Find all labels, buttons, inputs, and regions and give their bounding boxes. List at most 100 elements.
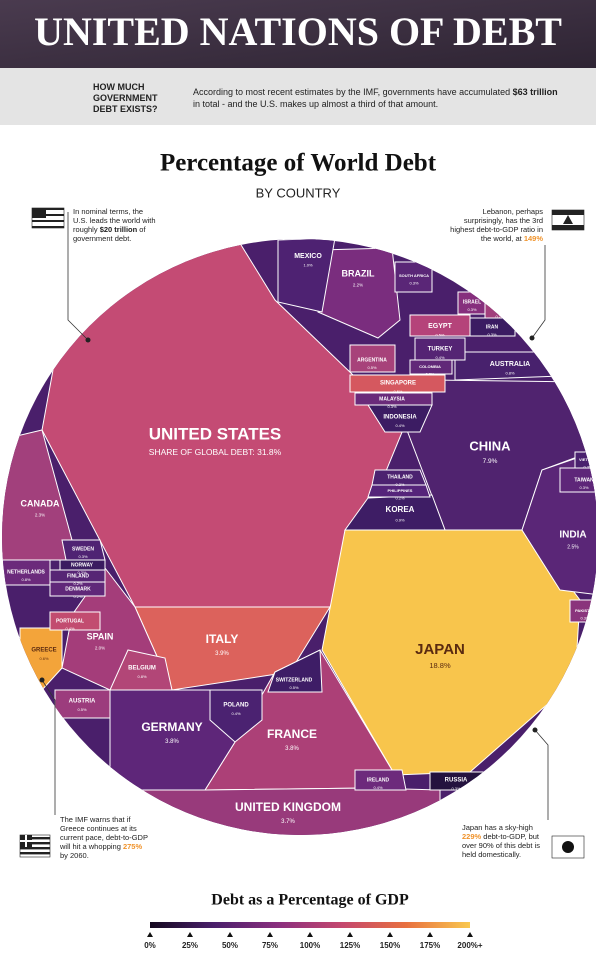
country-label: NORWAY [71, 562, 94, 568]
intro-highlight: $63 trillion [512, 87, 558, 97]
value-label: 0.4% [65, 626, 75, 631]
country-label: ARGENTINA [357, 357, 387, 363]
value-label: 0.5% [393, 389, 403, 394]
value-label: 0.5% [77, 707, 87, 712]
colorbar-tick-label: 100% [300, 941, 320, 950]
country-cell [49, 581, 106, 597]
colorbar-tick-label: 150% [380, 941, 400, 950]
value-label: 3.8% [165, 739, 179, 745]
country-label: THAILAND [387, 474, 413, 480]
country-cell [109, 649, 173, 691]
value-label: SHARE OF GLOBAL DEBT: 31.8% [149, 447, 282, 457]
country-label: CHINA [469, 438, 511, 453]
annotation: In nominal terms, the U.S. leads the wor… [73, 207, 158, 243]
value-label: 0.4% [435, 355, 445, 360]
country-label: IRAN [486, 324, 499, 330]
annotation-highlight: 149% [523, 234, 543, 243]
country-label: TAIWAN [574, 477, 594, 483]
colorbar-tick [227, 932, 233, 937]
value-label: 1.0% [303, 263, 313, 268]
value-label: 2.5% [567, 544, 579, 550]
value-label: 0.3% [387, 404, 397, 409]
country-label: SWITZERLAND [276, 677, 313, 683]
country-label: BRAZIL [342, 268, 375, 278]
value-label: 0.9% [395, 517, 405, 522]
value-label: 7.9% [483, 458, 498, 465]
colorbar-tick-label: 50% [222, 941, 238, 950]
value-label: 0.2% [73, 581, 83, 586]
value-label: 0.3% [580, 615, 590, 620]
value-label: 2.0% [95, 645, 105, 650]
country-label: PHILIPPINES [388, 488, 413, 493]
country-label: SOUTH AFRICA [399, 273, 429, 278]
colorbar-tick [267, 932, 273, 937]
country-label: AUSTRALIA [490, 361, 530, 368]
country-label: ISRAEL [463, 299, 481, 305]
country-label: GREECE [31, 648, 56, 654]
country-cell [354, 392, 433, 406]
annotation-highlight: 275% [122, 842, 143, 851]
value-label: 0.3% [467, 307, 477, 312]
leader-dot [532, 727, 538, 733]
value-label: 2.3% [35, 512, 45, 517]
intro-text-part: According to most recent estimates by th… [193, 87, 513, 97]
colorbar [150, 922, 470, 928]
value-label: 0.2% [73, 594, 83, 599]
value-label: 0.3% [395, 482, 405, 487]
value-label: 18.8% [429, 661, 451, 670]
country-cell [349, 344, 396, 373]
country-cell [354, 769, 407, 791]
annotation-highlight: 229% [462, 832, 482, 841]
value-label: 0.3% [409, 280, 419, 285]
colorbar-tick-label: 0% [144, 941, 156, 950]
value-label: 0.5% [435, 333, 445, 338]
country-label: SWEDEN [72, 546, 94, 552]
value-label: 0.2% [425, 371, 435, 376]
chart-subtitle: BY COUNTRY [256, 185, 341, 200]
colorbar-tick [387, 932, 393, 937]
leader [531, 245, 546, 339]
colorbar-tick-label: 200%+ [457, 941, 482, 950]
country-label: MEXICO [294, 253, 322, 260]
colorbar-tick-label: 175% [420, 941, 440, 950]
leader-dot [85, 337, 91, 343]
country-label: RUSSIA [445, 778, 468, 784]
country-cell [209, 689, 263, 743]
value-label: 0.3% [451, 786, 461, 791]
country-label: VIETNAM [579, 457, 596, 462]
country-label: UNITED KINGDOM [235, 800, 341, 814]
country-label: PAKISTAN [575, 608, 595, 613]
annotation-text: debt-to-GDP, but over 90% of this debt i… [462, 832, 540, 859]
country-label: DENMARK [65, 586, 91, 592]
intro-question: HOW MUCH GOVERNMENT DEBT EXISTS? [93, 82, 158, 114]
annotation-text: Japan has a sky-high [462, 823, 533, 832]
colorbar-tick [307, 932, 313, 937]
annotation: The IMF warns that if Greece continues a… [60, 815, 150, 860]
value-label: 0.8% [137, 674, 147, 679]
country-label: TURKEY [428, 347, 453, 353]
value-label: 3.7% [281, 819, 295, 825]
value-label: 0.4% [231, 711, 241, 716]
chart-title: Percentage of World Debt [160, 150, 437, 177]
leader-dot [39, 677, 45, 683]
country-label: INDIA [559, 530, 586, 541]
colorbar-tick [347, 932, 353, 937]
annotation-text: In nominal terms, the U.S. leads the wor… [73, 207, 156, 234]
value-label: 0.2% [583, 464, 593, 469]
country-cell [349, 374, 446, 393]
annotation: Japan has a sky-high 229% debt-to-GDP, b… [462, 823, 544, 859]
country-label: IRELAND [367, 777, 390, 783]
country-cell [367, 484, 431, 498]
flag-lebanon [551, 209, 585, 231]
country-label: PORTUGAL [56, 618, 84, 624]
country-label: POLAND [223, 703, 249, 709]
flag-japan [551, 835, 585, 859]
annotation-text: Lebanon, perhaps surprisingly, has the 3… [450, 207, 543, 243]
value-label: 0.8% [21, 577, 31, 582]
annotation-text: by 2060. [60, 851, 89, 860]
country-label: FRANCE [267, 727, 317, 741]
value-label: 0.4% [395, 423, 405, 428]
flag-greece [19, 834, 51, 858]
